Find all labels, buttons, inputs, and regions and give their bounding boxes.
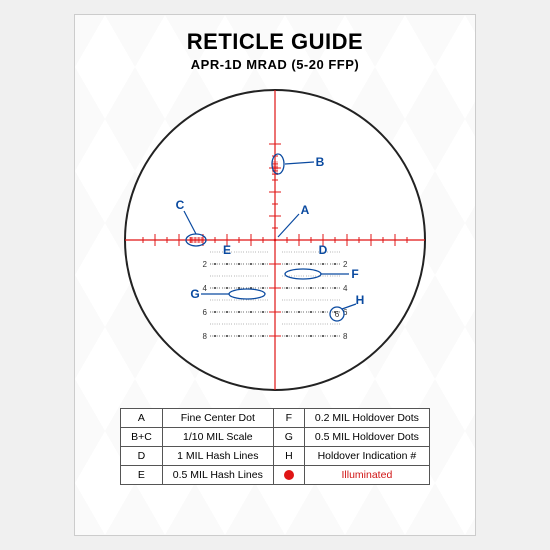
legend-key: H [273,447,304,466]
svg-text:8: 8 [203,332,208,341]
legend-key: B+C [121,428,163,447]
svg-text:4: 4 [203,284,208,293]
legend-table: AFine Center DotF0.2 MIL Holdover Dots B+… [120,408,430,485]
legend-value: Fine Center Dot [162,409,273,428]
legend-key: A [121,409,163,428]
legend-value: 1 MIL Hash Lines [162,447,273,466]
legend-value: Holdover Indication # [304,447,429,466]
svg-text:2: 2 [343,260,348,269]
legend-key: G [273,428,304,447]
legend-value: 0.5 MIL Holdover Dots [304,428,429,447]
svg-text:F: F [351,267,358,281]
svg-text:8: 8 [343,332,348,341]
svg-text:B: B [316,155,325,169]
reticle-diagram: 22446688 ABCDEFG6H [115,80,435,400]
svg-text:H: H [356,293,365,307]
svg-text:6: 6 [203,308,208,317]
legend-key: D [121,447,163,466]
legend-key: F [273,409,304,428]
svg-text:6: 6 [335,310,340,319]
subtitle: APR-1D MRAD (5-20 FFP) [75,57,475,72]
legend-value: 0.5 MIL Hash Lines [162,466,273,485]
legend-value: 1/10 MIL Scale [162,428,273,447]
reticle-guide-card: RETICLE GUIDE APR-1D MRAD (5-20 FFP) 2 2 4… [74,14,476,536]
svg-text:E: E [223,243,231,257]
title: RETICLE GUIDE [75,29,475,55]
svg-text:D: D [319,243,328,257]
legend-value: 0.2 MIL Holdover Dots [304,409,429,428]
svg-text:2: 2 [203,260,208,269]
svg-text:C: C [176,198,185,212]
legend-value: Illuminated [304,466,429,485]
content: RETICLE GUIDE APR-1D MRAD (5-20 FFP) 2 2 4… [75,29,475,485]
svg-text:4: 4 [343,284,348,293]
legend-key [273,466,304,485]
legend-key: E [121,466,163,485]
svg-text:G: G [190,287,199,301]
svg-text:A: A [301,203,310,217]
